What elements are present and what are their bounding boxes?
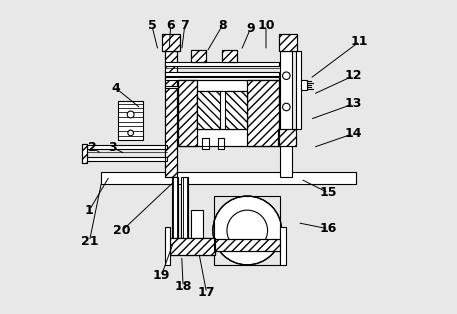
Bar: [181, 177, 188, 246]
Text: 5: 5: [148, 19, 156, 32]
Circle shape: [227, 210, 268, 251]
Text: 3: 3: [108, 141, 117, 154]
Bar: [247, 80, 278, 146]
Bar: [214, 239, 280, 251]
Bar: [87, 157, 167, 161]
Bar: [165, 62, 278, 66]
Bar: [178, 80, 197, 146]
Text: 17: 17: [198, 286, 215, 300]
Bar: [101, 172, 356, 184]
Text: 7: 7: [181, 19, 189, 32]
Text: 19: 19: [153, 269, 170, 282]
Bar: [162, 34, 180, 51]
Bar: [222, 50, 237, 62]
Bar: [178, 80, 197, 146]
Text: 9: 9: [246, 22, 255, 35]
Bar: [214, 239, 280, 251]
Text: 16: 16: [320, 222, 337, 236]
Bar: [280, 227, 286, 265]
Bar: [296, 51, 301, 129]
Bar: [197, 91, 220, 129]
Bar: [172, 245, 188, 251]
Text: 11: 11: [351, 35, 368, 48]
Text: 12: 12: [345, 69, 362, 82]
Text: 18: 18: [175, 280, 192, 293]
Circle shape: [213, 196, 282, 265]
Bar: [165, 227, 170, 265]
Bar: [191, 50, 206, 62]
Bar: [81, 144, 87, 163]
Bar: [197, 91, 247, 129]
Bar: [162, 34, 180, 51]
Bar: [222, 50, 237, 62]
Circle shape: [282, 72, 290, 79]
Bar: [191, 50, 206, 62]
Bar: [172, 177, 179, 246]
Bar: [170, 238, 215, 256]
Bar: [197, 91, 247, 129]
Circle shape: [282, 103, 290, 111]
Bar: [81, 144, 87, 163]
Bar: [165, 72, 278, 76]
Text: 1: 1: [85, 204, 94, 217]
Bar: [170, 238, 215, 256]
Text: 14: 14: [345, 127, 362, 140]
Text: 10: 10: [257, 19, 275, 32]
Text: 13: 13: [345, 97, 362, 110]
Bar: [214, 196, 280, 265]
Bar: [278, 129, 296, 146]
Bar: [118, 101, 143, 140]
Bar: [218, 138, 224, 149]
Text: 20: 20: [113, 224, 131, 237]
Bar: [278, 129, 296, 146]
Bar: [178, 80, 278, 146]
Circle shape: [128, 130, 133, 136]
Bar: [165, 77, 278, 80]
Text: 15: 15: [320, 187, 337, 199]
Bar: [165, 51, 177, 177]
Bar: [165, 86, 278, 88]
Bar: [191, 210, 203, 241]
Text: 4: 4: [112, 82, 120, 95]
Text: 6: 6: [166, 19, 175, 32]
Bar: [247, 80, 278, 146]
Bar: [225, 91, 247, 129]
Circle shape: [127, 111, 134, 118]
Bar: [165, 51, 177, 177]
Bar: [170, 238, 215, 256]
Text: 21: 21: [80, 235, 98, 248]
Bar: [178, 80, 278, 146]
Bar: [278, 34, 297, 51]
Bar: [87, 145, 167, 149]
Text: 2: 2: [88, 141, 97, 154]
Bar: [301, 80, 307, 90]
Bar: [202, 138, 209, 149]
Text: 8: 8: [218, 19, 227, 32]
Bar: [278, 34, 297, 51]
Bar: [281, 51, 292, 177]
